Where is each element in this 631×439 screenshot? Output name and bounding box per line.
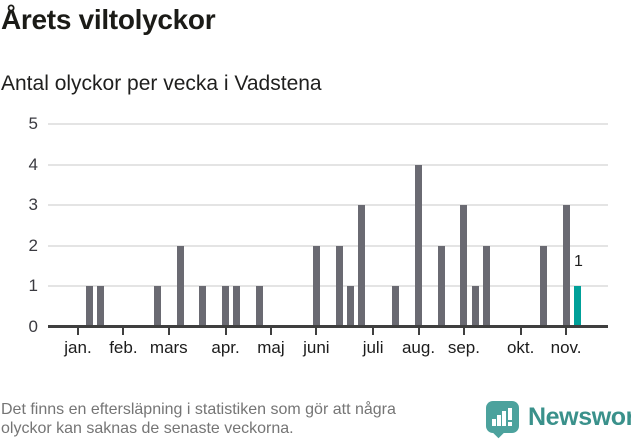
gridline bbox=[48, 204, 608, 207]
logo-exclamation-dot bbox=[508, 422, 512, 426]
bar bbox=[471, 286, 479, 327]
x-axis-month-label: aug. bbox=[401, 338, 436, 357]
x-axis-tick bbox=[462, 328, 465, 335]
y-axis-tick-label: 2 bbox=[28, 235, 38, 255]
x-axis-tick bbox=[417, 328, 420, 335]
bar bbox=[415, 164, 422, 327]
x-axis-month-label: mars bbox=[149, 338, 188, 357]
bar bbox=[358, 205, 366, 327]
logo-exclamation-stem bbox=[508, 408, 512, 420]
x-axis-tick bbox=[167, 328, 170, 335]
bar-value-annotation: 1 bbox=[573, 253, 583, 271]
gridline bbox=[48, 163, 608, 166]
bar bbox=[483, 245, 491, 327]
bar bbox=[335, 245, 343, 327]
x-axis-month-label: maj bbox=[257, 338, 285, 357]
bar bbox=[176, 245, 184, 327]
footer-disclaimer: Det finns en eftersläpning i statistiken… bbox=[1, 400, 471, 438]
logo-glyph-bar-2 bbox=[497, 415, 501, 426]
x-axis-month-label: jan. bbox=[64, 338, 92, 357]
y-axis-tick-label: 1 bbox=[28, 276, 38, 296]
bar bbox=[222, 286, 230, 327]
x-axis-month-label: juli bbox=[362, 338, 384, 357]
x-axis-tick bbox=[269, 328, 272, 335]
x-axis-month-label: apr. bbox=[211, 338, 240, 357]
logo-glyph-bar-1 bbox=[492, 419, 496, 426]
x-axis-tick bbox=[122, 328, 125, 335]
bar bbox=[392, 286, 400, 327]
gridline bbox=[48, 285, 608, 288]
bar bbox=[312, 245, 320, 327]
x-axis-month-label: okt. bbox=[506, 338, 535, 357]
bar-chart-bubble-icon bbox=[486, 401, 519, 433]
bar bbox=[85, 286, 93, 327]
bar bbox=[199, 286, 207, 327]
x-axis-tick bbox=[315, 328, 318, 335]
bar bbox=[539, 245, 547, 327]
gridline bbox=[48, 123, 608, 125]
bar bbox=[233, 286, 241, 327]
y-axis-tick-label: 4 bbox=[28, 154, 38, 174]
bar bbox=[256, 286, 264, 327]
footer-disclaimer-line1: Det finns en eftersläpning i statistiken… bbox=[1, 401, 396, 418]
logo-text: Newsworthy bbox=[528, 403, 631, 431]
bar bbox=[437, 245, 445, 327]
x-axis-tick bbox=[77, 328, 79, 335]
x-axis-month-label: juni bbox=[303, 338, 330, 357]
bar bbox=[573, 286, 581, 327]
y-axis-tick-label: 5 bbox=[28, 114, 38, 133]
x-axis-tick bbox=[565, 328, 568, 335]
y-axis-tick-label: 3 bbox=[28, 195, 38, 215]
page-subtitle: Antal olyckor per vecka i Vadstena bbox=[1, 72, 322, 95]
x-axis-line bbox=[48, 325, 608, 328]
x-axis-month-label: feb. bbox=[109, 338, 138, 357]
y-axis-tick-label: 0 bbox=[28, 317, 38, 336]
x-axis-month-label: sep. bbox=[447, 338, 480, 357]
gridline bbox=[48, 244, 608, 247]
bar bbox=[153, 286, 161, 327]
x-axis-tick bbox=[372, 328, 375, 335]
bar bbox=[346, 286, 354, 327]
bar bbox=[562, 205, 570, 327]
x-axis-month-label: nov. bbox=[550, 338, 582, 357]
footer-disclaimer-line2: olyckor kan saknas de senaste veckorna. bbox=[1, 420, 294, 437]
x-axis-tick bbox=[519, 328, 522, 335]
logo-glyph-bar-3 bbox=[502, 411, 506, 426]
bar bbox=[460, 205, 468, 327]
x-axis-tick bbox=[224, 328, 227, 335]
newsworthy-logo: Newsworthy bbox=[486, 401, 631, 439]
page-title: Årets viltolyckor bbox=[1, 4, 216, 35]
bar bbox=[97, 286, 105, 327]
